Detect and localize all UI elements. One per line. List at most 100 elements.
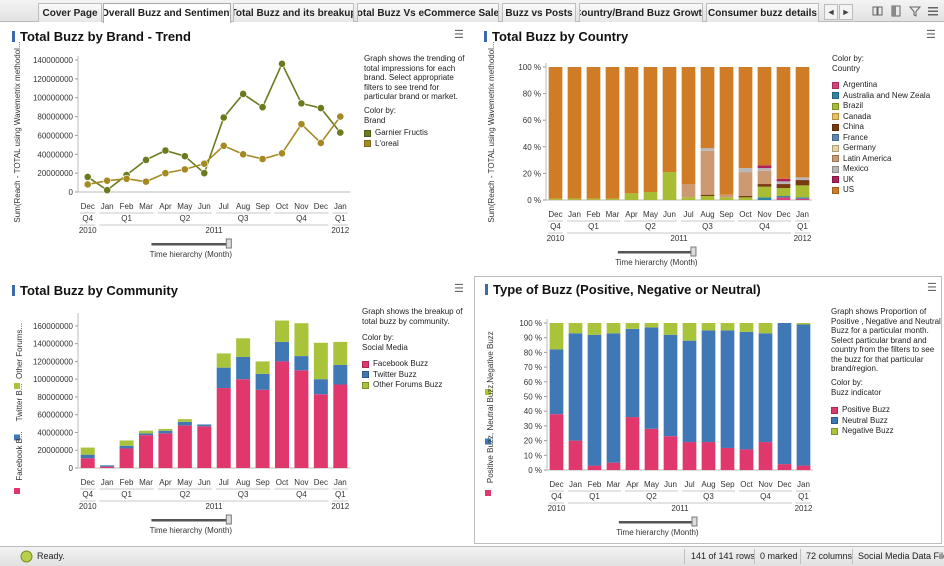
bar-segment[interactable] (294, 356, 309, 371)
bar-segment[interactable] (313, 379, 328, 395)
bar-segment[interactable] (80, 447, 95, 455)
legend-item[interactable]: Argentina (832, 80, 877, 90)
bar-segment[interactable] (795, 177, 810, 181)
bar-segment[interactable] (587, 334, 602, 466)
bar-segment[interactable] (587, 323, 602, 335)
bar-segment[interactable] (586, 67, 601, 199)
bar-segment[interactable] (701, 442, 716, 470)
bar-segment[interactable] (606, 462, 621, 470)
data-point[interactable] (142, 156, 150, 164)
bar-segment[interactable] (739, 449, 754, 470)
data-point[interactable] (200, 159, 209, 168)
bar-segment[interactable] (643, 192, 658, 200)
bar-segment[interactable] (719, 194, 734, 198)
legend-item[interactable]: L'oreal (364, 139, 399, 149)
bar-segment[interactable] (662, 67, 677, 173)
bar-segment[interactable] (757, 170, 772, 185)
bar-segment[interactable] (625, 328, 640, 418)
bar-segment[interactable] (776, 188, 791, 197)
bar-segment[interactable] (158, 428, 173, 431)
bar-segment[interactable] (644, 327, 659, 429)
data-point[interactable] (180, 152, 189, 161)
legend-item[interactable]: China (832, 122, 864, 132)
bar-segment[interactable] (216, 388, 231, 468)
hierarchy-slider[interactable] (151, 519, 231, 522)
bar-segment[interactable] (663, 436, 678, 470)
bar-segment[interactable] (624, 67, 639, 194)
bar-segment[interactable] (777, 464, 792, 470)
bar-segment[interactable] (796, 323, 811, 325)
data-point[interactable] (336, 128, 345, 137)
bar-segment[interactable] (795, 198, 810, 200)
data-point[interactable] (219, 113, 228, 122)
bar-segment[interactable] (738, 168, 753, 173)
bar-segment[interactable] (757, 67, 772, 166)
bar-segment[interactable] (549, 349, 564, 415)
menu-icon[interactable] (926, 4, 940, 18)
bar-segment[interactable] (700, 67, 715, 149)
bar-segment[interactable] (776, 181, 791, 185)
bar-segment[interactable] (294, 370, 309, 468)
bar-segment[interactable] (567, 198, 582, 200)
bar-segment[interactable] (119, 448, 134, 468)
data-point[interactable] (258, 103, 267, 112)
hierarchy-slider-handle[interactable] (691, 516, 698, 527)
panel-menu-icon[interactable]: ☰ (927, 282, 937, 294)
bar-segment[interactable] (333, 384, 348, 468)
bar-segment[interactable] (100, 465, 115, 467)
bar-segment[interactable] (275, 320, 289, 342)
filter-icon[interactable] (908, 4, 922, 18)
bar-segment[interactable] (236, 338, 251, 357)
bar-segment[interactable] (795, 185, 810, 198)
bar-segment[interactable] (738, 197, 753, 200)
data-point[interactable] (316, 104, 325, 112)
bar-segment[interactable] (682, 442, 697, 470)
bar-segment[interactable] (549, 323, 564, 350)
legend-item[interactable]: UK (832, 175, 854, 185)
bar-segment[interactable] (738, 67, 753, 169)
hierarchy-slider-handle[interactable] (690, 246, 697, 257)
bar-segment[interactable] (758, 442, 773, 470)
bar-segment[interactable] (625, 323, 640, 329)
bar-segment[interactable] (776, 197, 791, 200)
bar-segment[interactable] (663, 334, 678, 437)
bar-segment[interactable] (177, 421, 192, 426)
bar-segment[interactable] (236, 379, 251, 468)
data-point[interactable] (239, 150, 248, 159)
brand-trend-chart[interactable]: Sum(Reach - TOTAL using Wavemetrix metho… (2, 24, 362, 272)
bar-segment[interactable] (662, 172, 677, 200)
legend-item[interactable]: Twitter Buzz (362, 370, 417, 380)
country-chart[interactable]: Sum(Reach - TOTAL using Wavemetrix metho… (474, 24, 830, 272)
bar-segment[interactable] (663, 323, 678, 335)
bar-segment[interactable] (158, 430, 173, 434)
print-icon[interactable] (889, 4, 903, 18)
bar-segment[interactable] (548, 67, 563, 199)
bar-segment[interactable] (758, 333, 773, 443)
bar-segment[interactable] (739, 323, 754, 332)
tab-consumer-buzz-details[interactable]: Consumer buzz details (706, 3, 819, 22)
legend-item[interactable]: Germany (832, 143, 876, 153)
bar-segment[interactable] (682, 323, 697, 341)
bar-segment[interactable] (644, 428, 659, 470)
legend-item[interactable]: Positive Buzz (831, 405, 890, 415)
bar-segment[interactable] (795, 197, 810, 199)
hierarchy-slider-handle[interactable] (225, 514, 232, 525)
community-chart[interactable]: 0 20000000 40000000 60000000 80000000 1000000… (2, 278, 362, 544)
bar-segment[interactable] (643, 67, 658, 193)
tab-total-buzz-and-its-breakup[interactable]: Total Buzz and its breakup (233, 3, 354, 22)
bar-segment[interactable] (275, 361, 289, 468)
bar-segment[interactable] (216, 353, 231, 368)
bar-segment[interactable] (294, 323, 309, 357)
tab-cover-page[interactable]: Cover Page (38, 3, 102, 22)
bar-segment[interactable] (701, 323, 716, 331)
tab-scroll-right-button[interactable]: ► (839, 4, 853, 20)
data-point[interactable] (200, 169, 209, 178)
panel-menu-icon[interactable]: ☰ (454, 29, 464, 41)
tab-total-buzz-vs-ecommerce-sales[interactable]: Total Buzz Vs eCommerce Sales (357, 3, 499, 22)
bar-segment[interactable] (139, 433, 153, 436)
data-point[interactable] (103, 186, 112, 195)
data-point[interactable] (258, 155, 267, 163)
bar-segment[interactable] (119, 440, 134, 446)
bookmark-icon[interactable] (871, 4, 885, 18)
bar-segment[interactable] (177, 419, 192, 422)
